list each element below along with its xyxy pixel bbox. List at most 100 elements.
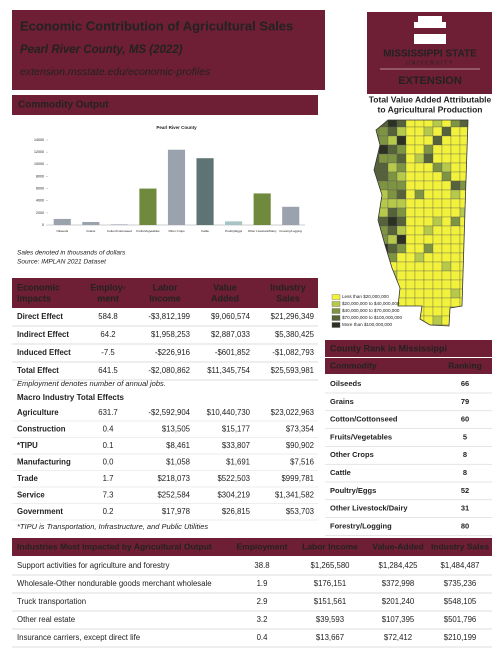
county [450,297,461,308]
map-title: to Agricultural Production [378,104,483,114]
county [423,216,434,227]
county [450,135,461,146]
county [378,135,389,146]
county [432,243,443,254]
county [405,180,416,191]
county [387,180,398,191]
table-cell: $8,461 [166,441,190,450]
bar [253,193,271,225]
county [469,253,478,262]
table-cell: $13,505 [162,425,191,434]
county [469,145,478,154]
table-cell: 0.0 [103,458,115,467]
county [450,207,461,218]
county [459,144,468,155]
county [469,244,478,253]
x-tick-label: Grains [86,229,95,233]
county [405,306,416,317]
county [414,189,425,200]
county [396,189,407,200]
table-cell: $53,703 [286,507,314,516]
table-cell: $252,584 [157,491,190,500]
rank-value: 52 [461,486,469,495]
county [450,162,461,173]
x-tick-label: Cattle [201,229,209,233]
county [405,153,416,164]
county [423,162,434,173]
county [414,252,425,263]
county [414,225,425,236]
county [469,118,478,127]
county [396,198,407,209]
bar [225,221,243,225]
table-cell: -$226,916 [155,348,190,357]
county [441,171,452,182]
county [423,234,434,245]
county [423,198,434,209]
table-header: Value [213,282,237,292]
rank-commodity: Forestry/Logging [330,521,392,530]
county [423,324,434,326]
table-cell: 1.9 [257,579,268,588]
table-header: Industries Most Impacted by Agricultural… [17,541,212,551]
county [423,279,434,290]
county [469,298,478,307]
table-cell: $73,354 [286,425,315,434]
county [441,234,452,245]
county [441,189,452,200]
county [432,288,443,299]
x-tick-label: Other Crops [168,229,185,233]
table-cell: $1,058 [166,458,190,467]
table-header: ment [97,293,119,303]
county [432,153,443,164]
county [450,234,461,245]
y-tick-label: 10000 [34,162,44,166]
county [423,288,434,299]
y-tick-label: 8000 [36,174,44,178]
county [469,208,478,217]
county [396,252,407,263]
county [459,315,468,326]
county [396,135,407,146]
county [441,180,452,191]
table-cell: $304,219 [217,491,250,500]
county [414,198,425,209]
county [405,225,416,236]
county [450,261,461,272]
row-label: Total Effect [17,366,59,375]
county [414,270,425,281]
table-cell: 1.7 [103,474,114,483]
county [374,216,380,227]
county [432,297,443,308]
county [450,243,461,254]
county [423,189,434,200]
county [459,180,468,191]
county [405,234,416,245]
county [432,216,443,227]
table-cell: $548,105 [444,597,477,606]
county [432,180,443,191]
table-cell: $999,781 [281,474,314,483]
county [432,225,443,236]
county [378,279,389,290]
county [396,153,407,164]
county [396,234,407,245]
legend-label: More than $100,000,000 [342,322,393,327]
county [405,324,416,326]
county [414,306,425,317]
table-cell: $25,593,981 [271,366,314,375]
table-header: Value-Added [372,541,423,551]
county [387,225,398,236]
county [387,279,398,290]
county [432,324,443,326]
county [414,324,425,326]
county [387,198,398,209]
county [374,189,380,200]
table-cell: $735,236 [444,579,477,588]
y-tick-label: 14000 [34,138,44,142]
county [387,162,398,173]
county [450,225,461,236]
county [441,288,452,299]
bar [82,221,100,225]
